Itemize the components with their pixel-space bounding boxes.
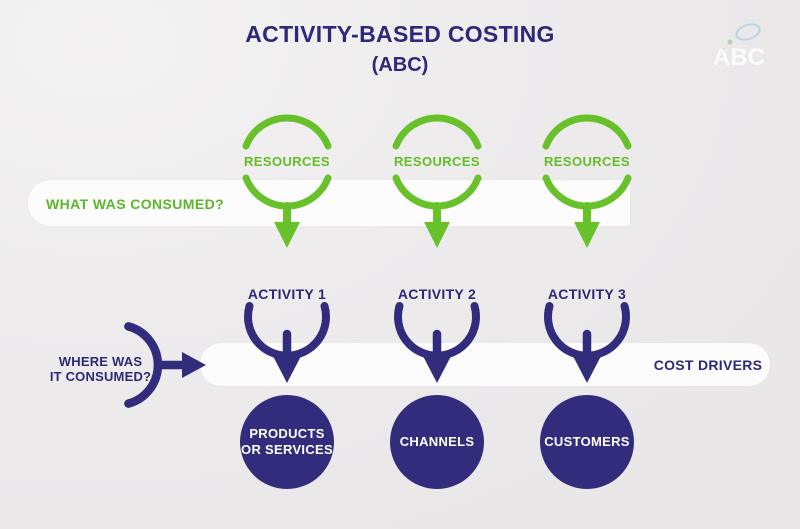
activity-funnel-arrow-icon-2 [394, 302, 480, 383]
resources-label-2: RESOURCES [394, 154, 480, 169]
abc-logo-text: ABC [713, 44, 765, 71]
output-label-channels: CHANNELS [399, 434, 475, 449]
merge-arrow-icon [124, 322, 206, 408]
output-circle-products: PRODUCTS OR SERVICES [240, 395, 334, 489]
resources-ring-arrow-icon-1 [242, 114, 332, 248]
output-label-customers: CUSTOMERS [544, 434, 630, 449]
activity-funnel-arrow-icon-3 [544, 302, 630, 383]
output-label-products: PRODUCTS OR SERVICES [241, 426, 333, 457]
activity-label-3: ACTIVITY 3 [547, 286, 627, 302]
cost-drivers-label: COST DRIVERS [653, 357, 763, 373]
page-subtitle: (ABC) [371, 54, 429, 76]
resources-label-3: RESOURCES [544, 154, 630, 169]
abc-logo-swirl-icon [717, 23, 761, 59]
where-consumed-label: WHERE WAS IT CONSUMED? [49, 354, 152, 384]
activity-label-2: ACTIVITY 2 [397, 286, 477, 302]
page-title: ACTIVITY-BASED COSTING [245, 21, 555, 47]
activity-funnel-arrow-icon-1 [244, 302, 330, 383]
activity-label-1: ACTIVITY 1 [247, 286, 327, 302]
resources-ring-arrow-icon-3 [542, 114, 632, 248]
output-circle-customers: CUSTOMERS [540, 395, 634, 489]
output-circle-channels: CHANNELS [390, 395, 484, 489]
resources-label-1: RESOURCES [244, 154, 330, 169]
consumed-band [28, 180, 630, 226]
consumed-band-label: WHAT WAS CONSUMED? [46, 196, 225, 212]
resources-ring-arrow-icon-2 [392, 114, 482, 248]
